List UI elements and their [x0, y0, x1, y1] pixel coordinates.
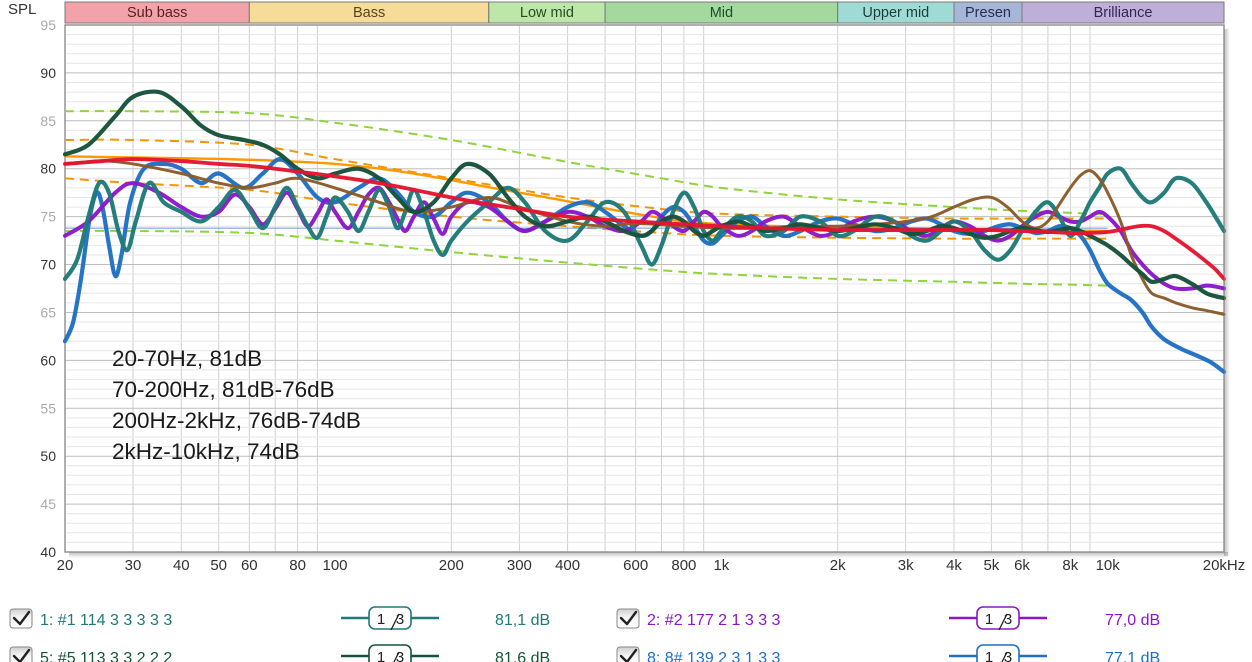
- svg-text:3: 3: [396, 611, 404, 628]
- svg-text:1: #1 114 3 3 3 3 3: 1: #1 114 3 3 3 3 3: [40, 612, 172, 629]
- svg-text:1: 1: [985, 611, 993, 628]
- svg-text:3: 3: [1004, 611, 1012, 628]
- svg-text:77,0 dB: 77,0 dB: [1105, 612, 1160, 629]
- svg-text:3: 3: [1004, 649, 1012, 662]
- svg-text:81,1 dB: 81,1 dB: [495, 612, 550, 629]
- svg-text:5: #5 113 3 3 2 2 2: 5: #5 113 3 3 2 2 2: [40, 650, 172, 662]
- svg-text:1: 1: [985, 649, 993, 662]
- svg-text:77,1 dB: 77,1 dB: [1105, 650, 1160, 662]
- svg-text:1: 1: [377, 649, 385, 662]
- svg-text:8: 8# 139 2 3 1 3 3: 8: 8# 139 2 3 1 3 3: [647, 650, 781, 662]
- svg-text:3: 3: [396, 649, 404, 662]
- svg-text:81,6 dB: 81,6 dB: [495, 650, 550, 662]
- svg-text:1: 1: [377, 611, 385, 628]
- svg-text:2: #2 177 2 1 3 3 3: 2: #2 177 2 1 3 3 3: [647, 612, 781, 629]
